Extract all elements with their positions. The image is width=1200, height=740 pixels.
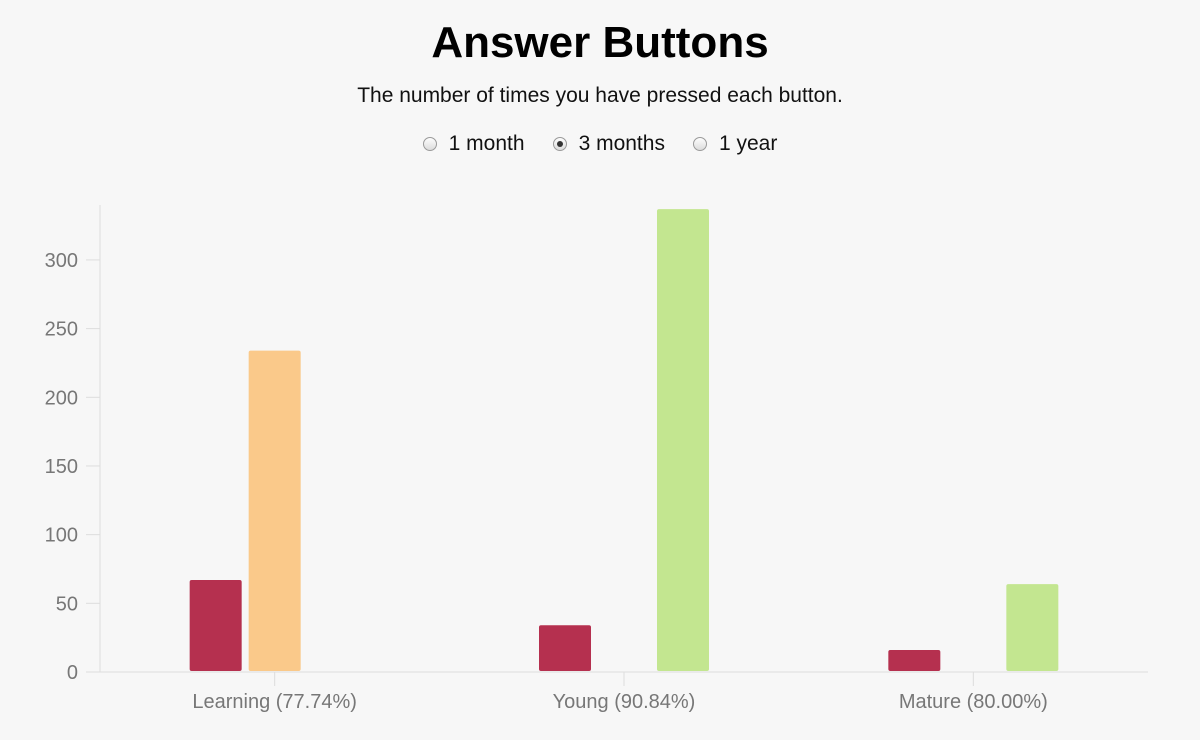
- y-tick-label: 50: [56, 593, 78, 615]
- range-option-1-month[interactable]: 1 month: [422, 132, 525, 156]
- bar: [657, 209, 709, 671]
- y-tick-label: 150: [45, 456, 78, 478]
- range-option-3-months[interactable]: 3 months: [552, 132, 665, 156]
- bar: [539, 625, 591, 671]
- chart-subtitle: The number of times you have pressed eac…: [357, 84, 843, 107]
- range-label-3-months: 3 months: [578, 132, 665, 155]
- x-category-label: Young (90.84%): [553, 691, 696, 713]
- chart-title: Answer Buttons: [431, 18, 769, 67]
- y-tick-label: 200: [45, 387, 78, 409]
- range-label-1-month: 1 month: [448, 132, 525, 155]
- bar: [248, 350, 301, 671]
- bar: [1006, 584, 1059, 671]
- time-range-radio-group: 1 month 3 months 1 year: [0, 132, 1200, 156]
- y-tick-label: 300: [45, 250, 78, 272]
- bar: [888, 650, 941, 671]
- x-category-label: Mature (80.00%): [899, 691, 1048, 713]
- radio-3-months[interactable]: [552, 137, 567, 151]
- radio-1-month[interactable]: [422, 137, 437, 151]
- y-tick-label: 100: [45, 525, 78, 547]
- y-tick-label: 0: [67, 662, 78, 684]
- range-option-1-year[interactable]: 1 year: [692, 132, 778, 156]
- bar: [189, 579, 242, 671]
- y-tick-label: 250: [45, 319, 78, 341]
- range-label-1-year: 1 year: [718, 132, 778, 155]
- radio-1-year[interactable]: [692, 137, 707, 151]
- x-category-label: Learning (77.74%): [192, 691, 357, 713]
